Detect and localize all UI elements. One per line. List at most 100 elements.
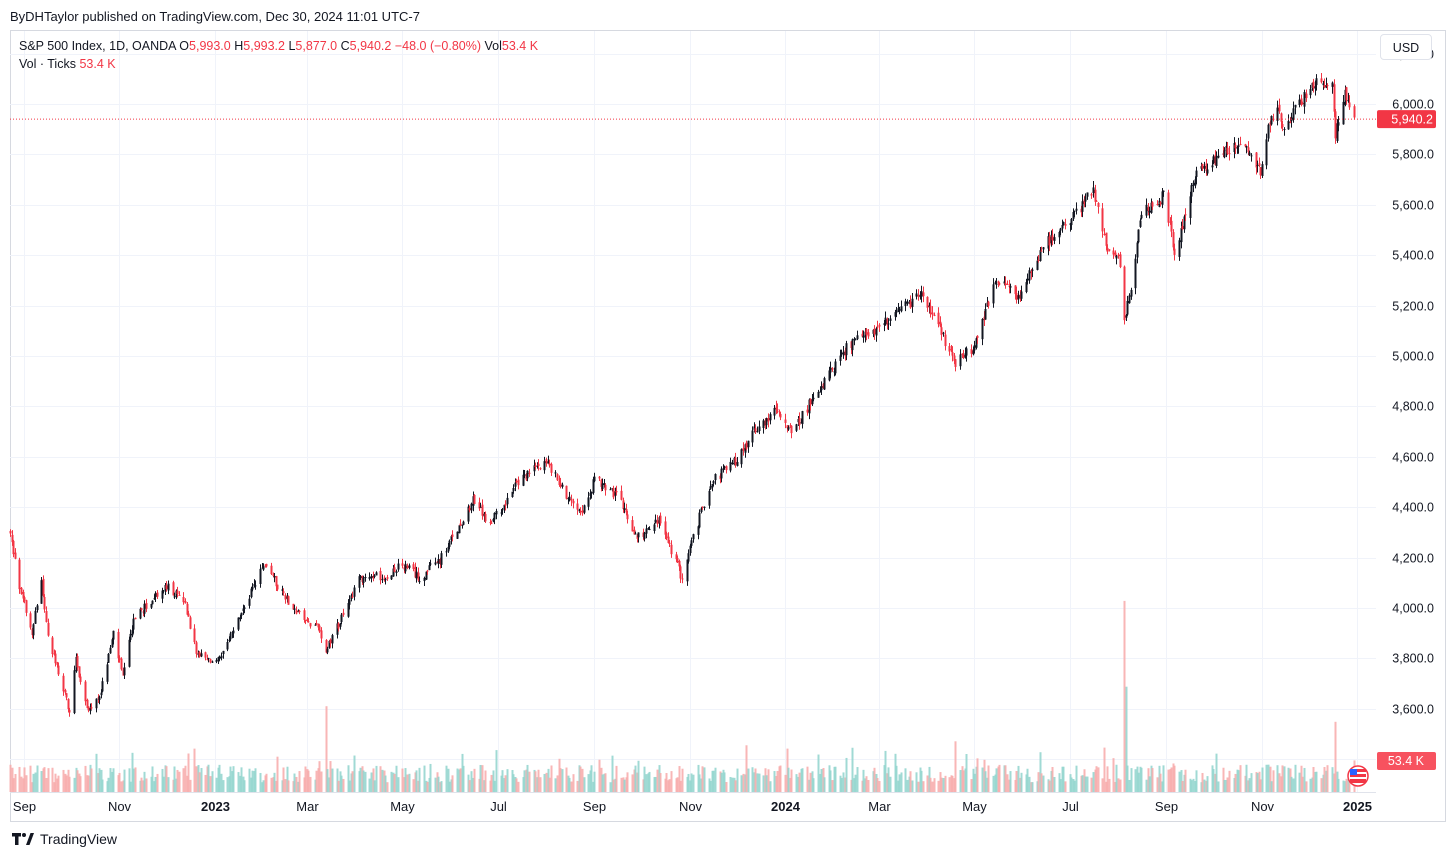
candle xyxy=(215,658,218,664)
candle xyxy=(572,498,575,509)
candle-body xyxy=(47,622,50,636)
candle xyxy=(123,662,126,680)
candle xyxy=(926,296,929,312)
volume-bar xyxy=(470,771,473,792)
candle-body xyxy=(1042,247,1045,250)
candle xyxy=(612,485,615,500)
candle-body xyxy=(1059,228,1062,231)
volume-study-label[interactable]: Vol · Ticks xyxy=(19,57,76,71)
candle-body xyxy=(664,521,667,535)
candle xyxy=(1294,104,1297,115)
volume-bar xyxy=(298,771,301,792)
candle xyxy=(722,464,725,473)
candle xyxy=(1037,255,1040,263)
volume-bar xyxy=(45,777,48,792)
candle-body xyxy=(272,574,275,576)
candle xyxy=(1172,229,1175,251)
candle-body xyxy=(76,656,79,668)
candle xyxy=(762,418,765,434)
candle xyxy=(931,306,934,320)
candle-body xyxy=(1040,250,1043,252)
candle xyxy=(353,585,356,601)
candle xyxy=(942,331,945,337)
candle-body xyxy=(1248,152,1251,156)
candle xyxy=(648,526,651,531)
candle-body xyxy=(12,540,15,555)
volume-bar xyxy=(1184,769,1187,792)
candle-body xyxy=(64,690,67,693)
candle-body xyxy=(598,476,601,479)
volume-bar xyxy=(917,781,920,792)
candle-body xyxy=(373,575,376,577)
volume-bar xyxy=(929,777,932,792)
candle xyxy=(501,507,504,515)
volume-bar xyxy=(970,779,973,792)
candle-body xyxy=(1212,156,1215,164)
candle-body xyxy=(1278,104,1281,112)
candle xyxy=(9,529,12,537)
candle xyxy=(1300,94,1303,107)
volume-bar xyxy=(654,776,657,792)
candle-body xyxy=(200,653,203,657)
candle-body xyxy=(415,571,418,579)
candle-body xyxy=(1112,250,1115,255)
candle-body xyxy=(690,540,693,546)
candle-body xyxy=(1162,190,1165,192)
candle xyxy=(90,703,93,710)
candle-body xyxy=(656,520,659,525)
candle-body xyxy=(512,487,515,491)
candle xyxy=(1117,252,1120,259)
candle xyxy=(622,497,625,513)
footer-brand[interactable]: TradingView xyxy=(12,831,117,847)
candle xyxy=(129,629,132,643)
candle xyxy=(984,303,987,320)
volume-bar xyxy=(1134,769,1137,792)
volume-bar xyxy=(20,776,23,792)
volume-bar xyxy=(90,768,93,792)
candle-body xyxy=(390,575,393,580)
candle-body xyxy=(57,665,60,675)
candle-body xyxy=(1014,285,1017,295)
candle xyxy=(625,503,628,516)
candle xyxy=(703,506,706,511)
candle-body xyxy=(894,312,897,317)
candle-body xyxy=(742,448,745,451)
candle xyxy=(725,465,728,474)
candle-body xyxy=(429,563,432,565)
candle xyxy=(1040,246,1043,252)
candle-body xyxy=(331,635,334,644)
candle-body xyxy=(275,576,278,587)
candle-body xyxy=(1161,191,1164,205)
currency-button[interactable]: USD xyxy=(1380,34,1432,60)
volume-bar xyxy=(959,770,962,792)
volume-bar xyxy=(1062,766,1065,792)
candle-body xyxy=(1180,228,1183,243)
candle-body xyxy=(418,581,421,583)
candle-body xyxy=(931,312,934,315)
candle-body xyxy=(614,491,617,496)
volume-bar xyxy=(307,770,310,792)
candle xyxy=(561,482,564,489)
candle xyxy=(351,591,354,599)
volume-bar xyxy=(548,777,551,792)
candle-body xyxy=(612,487,615,498)
candle-body xyxy=(875,328,878,336)
candle-body xyxy=(867,332,870,337)
candle-body xyxy=(1215,156,1218,166)
candle xyxy=(554,470,557,478)
candle-body xyxy=(392,568,395,577)
symbol-title[interactable]: S&P 500 Index, 1D, OANDA xyxy=(19,39,176,53)
candle-body xyxy=(123,667,126,676)
candle-body xyxy=(318,625,321,632)
candle xyxy=(775,400,778,415)
volume-bar xyxy=(386,782,389,792)
candle-body xyxy=(178,594,181,596)
volume-bar xyxy=(193,748,196,792)
volume-bar xyxy=(998,764,1001,792)
candle-body xyxy=(631,520,634,532)
candle-body xyxy=(451,534,454,537)
volume-bar xyxy=(162,776,165,792)
candle xyxy=(787,425,790,431)
candle-body xyxy=(1058,231,1061,238)
